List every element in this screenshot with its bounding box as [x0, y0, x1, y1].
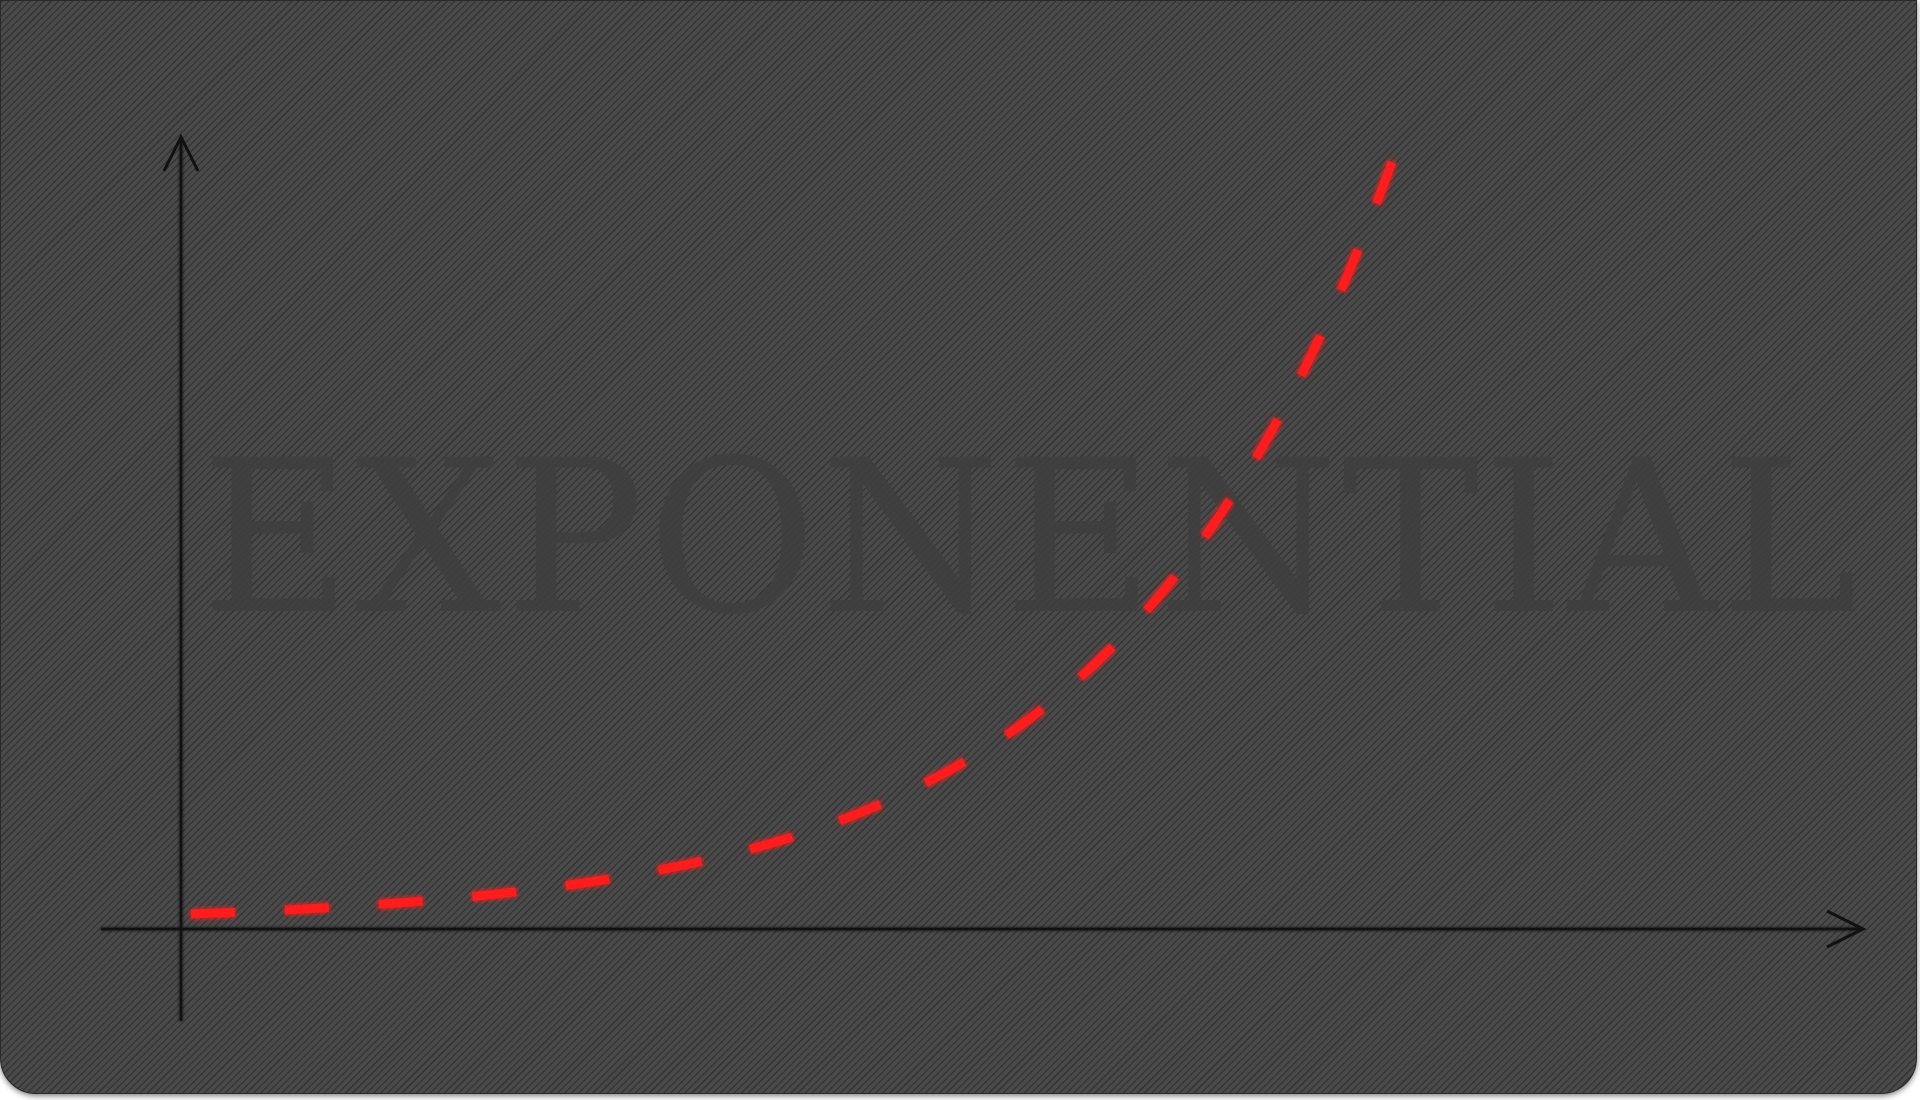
y-axis-arrow-icon [162, 133, 200, 172]
watermark-title: EXPONENTIAL [201, 414, 1861, 661]
x-axis-arrow-icon [1826, 909, 1867, 949]
exponential-curve [190, 157, 1398, 919]
